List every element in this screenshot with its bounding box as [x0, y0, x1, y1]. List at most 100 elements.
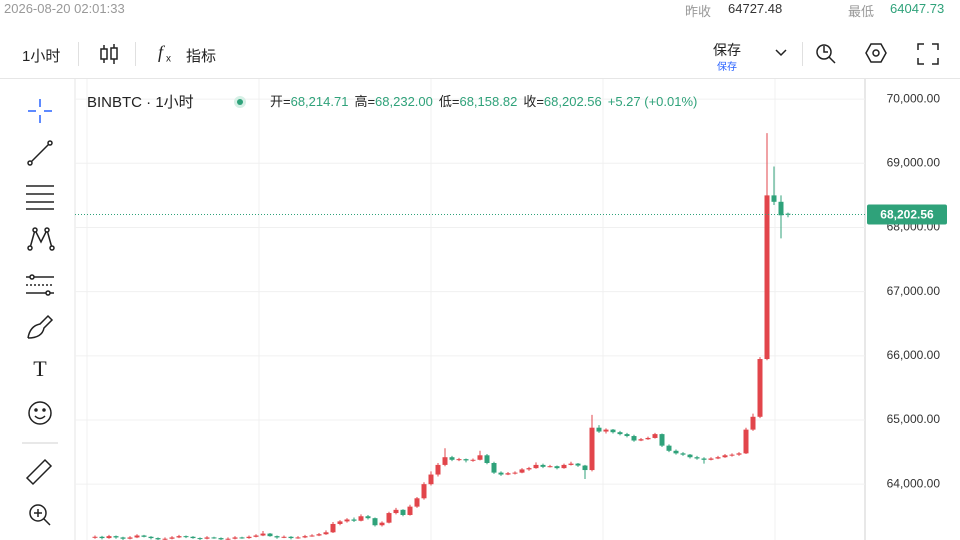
candle-body — [141, 535, 147, 537]
candle-body — [708, 458, 714, 460]
separator — [135, 42, 136, 66]
candle-body — [267, 533, 273, 537]
candle-body — [477, 455, 483, 460]
ohlc-legend: 开=68,214.71 高=68,232.00 低=68,158.82 收=68,20… — [270, 94, 697, 109]
candle-body — [533, 464, 539, 469]
candle-body — [260, 533, 266, 536]
candles — [92, 133, 791, 540]
candle-body — [176, 536, 182, 538]
candle-body — [554, 466, 560, 469]
candle-body — [519, 469, 525, 473]
candle-body — [246, 536, 252, 539]
candle-body — [456, 459, 462, 461]
separator — [78, 42, 79, 66]
alert-icon[interactable] — [816, 44, 836, 64]
candle-body — [92, 536, 98, 538]
candle-body — [253, 535, 259, 537]
candle-body — [701, 458, 707, 460]
fullscreen-icon[interactable] — [917, 43, 939, 65]
line-tool[interactable] — [27, 140, 53, 166]
y-tick-label: 69,000.00 — [887, 155, 941, 169]
candle-body — [288, 536, 294, 539]
crosshair-tool[interactable] — [28, 99, 52, 123]
candle-body — [540, 464, 546, 467]
candle-body — [498, 472, 504, 475]
brush-tool[interactable] — [27, 314, 54, 339]
prev-close-label: 昨收 — [685, 4, 712, 19]
ruler-tool[interactable] — [25, 458, 53, 486]
indicators-button[interactable]: 指标 — [186, 48, 217, 65]
candle-body — [449, 457, 455, 460]
candle-body — [379, 522, 385, 526]
candle-body — [302, 536, 308, 538]
prediction-tool[interactable] — [26, 274, 54, 296]
y-tick-label: 66,000.00 — [887, 348, 941, 362]
candle-body — [127, 537, 133, 539]
ohlc-value: 68,202.56 — [544, 94, 602, 109]
candle-body — [134, 535, 140, 538]
zoom-tool[interactable] — [29, 504, 51, 526]
candle-body — [106, 536, 112, 539]
price-grid — [75, 98, 865, 485]
candles-icon[interactable] — [100, 44, 118, 64]
candle-body — [99, 536, 105, 539]
candle-body — [155, 538, 161, 540]
legend: BINBTC · 1小时 开=68,214.71 高=68,232.00 低=68,… — [87, 94, 697, 111]
ohlc-change: +5.27 (+0.01%) — [608, 94, 698, 109]
save-button[interactable]: 保存 — [713, 42, 741, 58]
candle-body — [659, 434, 665, 446]
candle-body — [526, 468, 532, 470]
separator — [802, 42, 803, 66]
save-dropdown[interactable] — [775, 49, 787, 57]
candle-body — [743, 429, 749, 454]
prev-close: 64727.48 — [728, 1, 783, 16]
candle-body — [183, 536, 189, 538]
interval-button[interactable]: 1小时 — [22, 48, 61, 65]
candle-body — [393, 509, 399, 514]
fx-icon[interactable]: f — [158, 42, 166, 62]
fib-tool[interactable] — [26, 185, 54, 210]
candle-body — [680, 453, 686, 455]
candle-body — [736, 453, 742, 455]
candle-body — [344, 519, 350, 522]
candle-body — [239, 537, 245, 539]
datetime: 2026-08-20 02:01:33 — [4, 1, 125, 16]
candle-body — [113, 536, 119, 538]
candle-body — [400, 509, 406, 515]
candle-body — [575, 463, 581, 466]
candle-body — [211, 537, 217, 539]
candle-body — [771, 195, 777, 202]
ohlc-label: 收= — [523, 94, 544, 109]
candle-body — [358, 516, 364, 521]
candle-body — [694, 457, 700, 459]
toolbar-icons: f x T — [22, 42, 939, 526]
candle-body — [169, 537, 175, 539]
low: 64047.73 — [890, 1, 945, 16]
candle-body — [197, 538, 203, 540]
candle-body — [428, 474, 434, 485]
text-tool[interactable]: T — [33, 356, 47, 381]
candle-body — [617, 432, 623, 435]
candle-body — [603, 429, 609, 432]
pattern-tool[interactable] — [27, 227, 55, 251]
candle-body — [225, 538, 231, 540]
candle-body — [715, 457, 721, 459]
candle-body — [561, 464, 567, 469]
last-price-tag — [867, 204, 947, 225]
candle-body — [687, 454, 693, 458]
candle-body — [491, 462, 497, 473]
y-tick-label: 65,000.00 — [887, 412, 941, 426]
candle-body — [722, 455, 728, 458]
emoji-tool[interactable] — [28, 401, 52, 425]
overlay: 68,202.56 — [75, 204, 947, 225]
candle-body — [470, 459, 476, 461]
candle-body — [323, 532, 329, 535]
y-tick-label: 67,000.00 — [887, 284, 941, 298]
candle-body — [589, 427, 595, 471]
settings-icon[interactable] — [865, 43, 887, 63]
candle-body — [148, 536, 154, 539]
candle-body — [729, 454, 735, 456]
candle-body — [512, 472, 518, 474]
candle-body — [232, 537, 238, 539]
